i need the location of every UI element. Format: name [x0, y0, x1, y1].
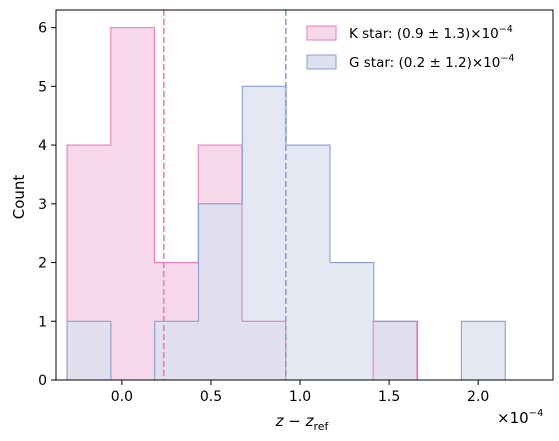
- plot-area: [66, 10, 506, 381]
- x-tick-label: 2.0: [467, 389, 489, 405]
- y-tick-label: 0: [38, 373, 47, 389]
- g-star-bar: [286, 145, 330, 380]
- k-star-bar: [110, 27, 155, 380]
- y-tick-label: 5: [38, 79, 47, 95]
- x-tick-label: 1.5: [378, 389, 400, 405]
- g-star-bar: [154, 321, 199, 380]
- y-axis-label: Count: [10, 175, 28, 220]
- g-star-bar: [373, 321, 418, 380]
- g-star-bar: [198, 203, 243, 380]
- legend: K star: (0.9 ± 1.3)×10−4 G star: (0.2 ± …: [306, 24, 514, 71]
- x-tick-label: 0.5: [200, 389, 222, 405]
- plot-frame: [55, 9, 554, 381]
- y-tick-label: 4: [38, 138, 47, 154]
- y-tick-label: 1: [38, 314, 47, 330]
- x-axis-label-sub: ref: [313, 420, 329, 433]
- g-star-bar: [67, 321, 111, 380]
- axes: 0.0 0.5 1.0 1.5 2.0 0 1 2 3 4 5 6: [38, 9, 554, 405]
- g-star-bar: [242, 86, 287, 380]
- x-tick-label: 1.0: [289, 389, 311, 405]
- x-offset-label: ×10−4: [497, 408, 543, 427]
- legend-k-star-label: K star: (0.9 ± 1.3)×10−4: [349, 24, 513, 42]
- x-offset-base: ×10: [497, 409, 529, 427]
- legend-k-star-swatch: [306, 25, 337, 41]
- x-tick-label: 0.0: [111, 389, 133, 405]
- x-axis-label-main: z − z: [275, 412, 315, 430]
- legend-g-star-swatch: [306, 54, 337, 70]
- g-star-bar: [329, 262, 374, 380]
- x-offset-exponent: −4: [529, 408, 544, 419]
- y-tick-label: 2: [38, 256, 47, 272]
- g-star-bar: [461, 321, 506, 380]
- legend-g-star-label: G star: (0.2 ± 1.2)×10−4: [349, 53, 514, 71]
- y-tick-label: 6: [38, 21, 47, 37]
- y-tick-label: 3: [38, 197, 47, 213]
- x-axis-label: z − zref: [275, 412, 330, 433]
